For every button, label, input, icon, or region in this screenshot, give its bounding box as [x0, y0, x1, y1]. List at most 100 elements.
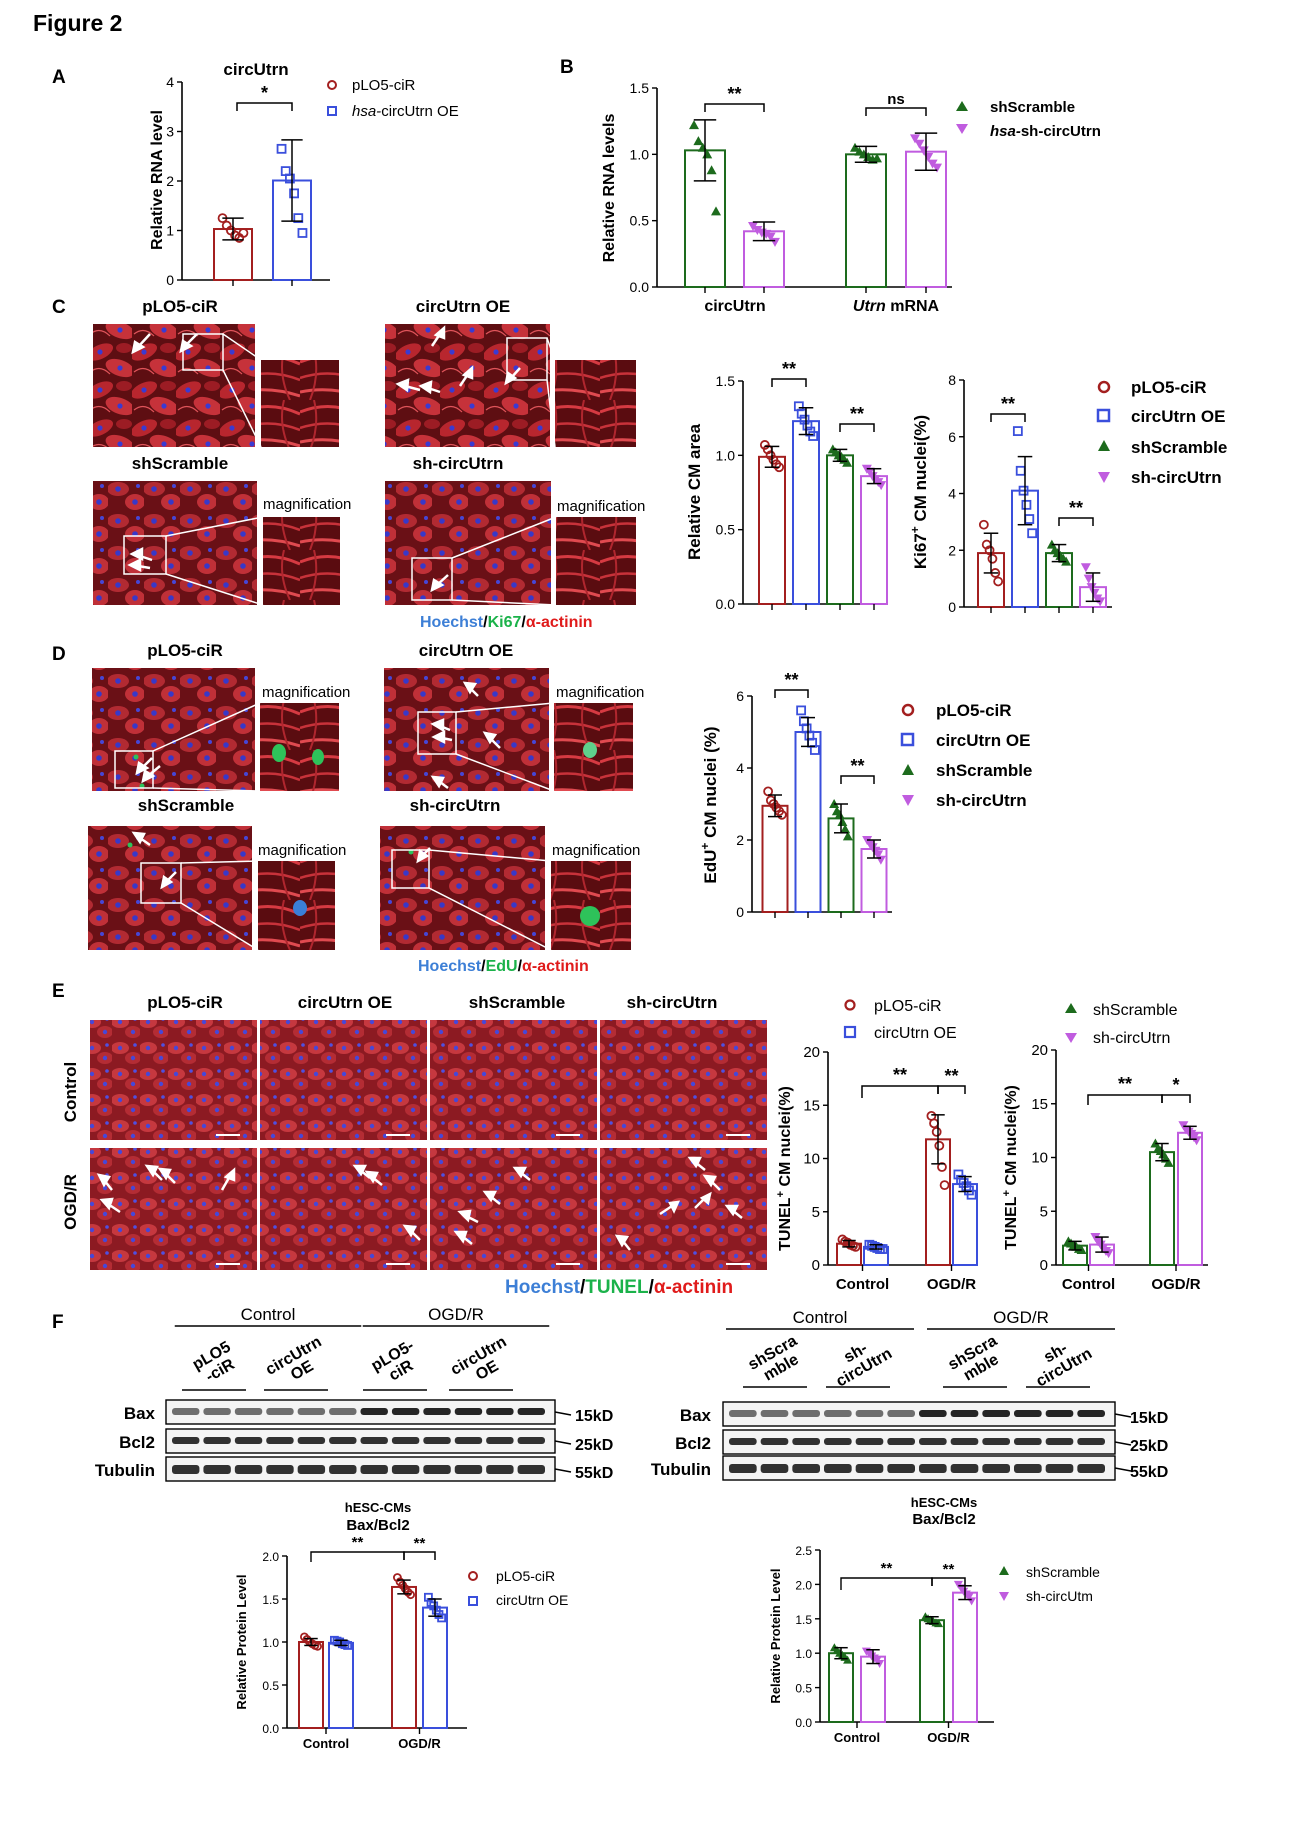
panel-e-legend-right: shScramble sh-circUtrn: [1065, 1002, 1178, 1047]
panel-b-legend: shScramble hsa-sh-circUtrn: [956, 99, 1101, 140]
y-axis-label-part: Ki67: [911, 533, 930, 569]
blot-marker-line: [554, 1440, 572, 1445]
data-point: [238, 228, 249, 238]
y-axis-label-part: Relative Protein Level: [234, 1574, 249, 1709]
magnified-micrograph: [263, 517, 340, 605]
blot-band: [729, 1438, 757, 1445]
significance-bracket: [840, 775, 875, 784]
data-point: [967, 1597, 977, 1606]
bar: [860, 475, 888, 605]
bar: [328, 1641, 354, 1729]
blot-band: [486, 1465, 514, 1474]
panel-letter-e: E: [52, 981, 65, 1002]
significance-label: **: [352, 1534, 364, 1551]
y-axis-label: Relative Protein Level: [768, 1568, 783, 1703]
y-tick-label: 0.5: [716, 522, 736, 538]
blot-band: [423, 1408, 451, 1415]
legend-marker: [901, 703, 915, 717]
column-label: pLO5-ciR: [147, 993, 223, 1012]
significance-label: **: [850, 404, 864, 424]
stain-legend: Hoechst/EdU/α-actinin: [418, 958, 589, 975]
y-axis-label-part: +: [775, 1191, 787, 1198]
data-point: [1021, 499, 1032, 510]
data-point: [752, 225, 763, 235]
blot-band: [297, 1408, 326, 1415]
y-tick-label: 6: [948, 429, 956, 445]
blot-band: [824, 1464, 852, 1473]
significance-label: **: [893, 1065, 907, 1085]
y-tick-label: 4: [166, 74, 174, 90]
blot-band: [297, 1465, 326, 1474]
bar: [391, 1585, 417, 1729]
data-point: [1089, 588, 1100, 598]
data-point: [763, 786, 774, 797]
blot-marker-line: [554, 1411, 572, 1416]
y-tick-label: 2: [166, 173, 174, 189]
bar: [826, 454, 854, 606]
blot-band: [729, 1410, 757, 1417]
blot-marker-line: [1114, 1467, 1132, 1472]
panel-d-legend: pLO5-ciR circUtrn OE shScramble sh-circU…: [900, 701, 1032, 810]
blot-band: [950, 1410, 979, 1417]
significance-label: **: [414, 1535, 426, 1552]
y-tick-label: 0.5: [262, 1679, 279, 1693]
y-axis-label: Relative RNA level: [149, 110, 166, 250]
chart-title: hESC-CMs: [345, 1500, 411, 1515]
blot-lane-label: circUtrnOE: [448, 1333, 518, 1393]
blot-lane-label: shScramble: [945, 1332, 1008, 1388]
stain-legend: Hoechst/TUNEL/α-actinin: [505, 1277, 733, 1298]
significance-bracket: [931, 1577, 966, 1586]
blot-band: [172, 1437, 200, 1444]
legend-marker: [956, 124, 968, 134]
y-tick-label: 1.0: [262, 1636, 279, 1650]
blot-lane-label: pLO5-ciR: [190, 1338, 243, 1388]
panel-f-legend-left: pLO5-ciR circUtrn OE: [468, 1568, 568, 1608]
blot-band: [919, 1464, 947, 1473]
y-axis-label-part: CM nuclei(%): [777, 1086, 794, 1191]
data-point: [1083, 574, 1094, 584]
y-tick-label: 4: [948, 486, 956, 502]
stain-legend: Hoechst/Ki67/α-actinin: [420, 614, 593, 631]
x-axis-label: OGD/R: [927, 1730, 970, 1745]
significance-label: *: [1172, 1075, 1179, 1095]
y-axis-label-part: TUNEL: [777, 1197, 794, 1251]
blot-band: [1014, 1410, 1042, 1417]
blot-band: [517, 1465, 545, 1474]
blot-band: [982, 1438, 1010, 1445]
significance-bracket: [704, 103, 765, 112]
y-tick-label: 2: [736, 832, 744, 848]
blot-band: [391, 1437, 420, 1444]
y-axis-label-part: Relative Protein Level: [768, 1568, 783, 1703]
blot-band: [297, 1437, 326, 1444]
y-tick-label: 2.0: [262, 1550, 279, 1564]
data-point: [953, 1169, 964, 1180]
data-point: [693, 136, 704, 146]
blot-group-label: Control: [241, 1305, 296, 1324]
blot-band: [1077, 1464, 1105, 1473]
significance-label: **: [943, 1561, 955, 1578]
y-axis-label-part: +: [908, 526, 922, 533]
blot-band: [792, 1410, 820, 1417]
y-tick-label: 6: [736, 688, 744, 704]
data-point: [873, 850, 884, 860]
blot-band: [855, 1438, 884, 1445]
data-point: [837, 817, 848, 826]
x-axis-label: OGD/R: [398, 1736, 441, 1751]
y-tick-label: 2.5: [795, 1544, 812, 1558]
legend-marker: [956, 101, 968, 111]
column-label: sh-circUtrn: [627, 993, 718, 1012]
column-label: shScramble: [469, 993, 565, 1012]
panel-f-western-blot-right: Control OGD/R shScramble sh-circUtrn shScram…: [651, 1308, 1168, 1481]
significance-bracket: [865, 107, 927, 116]
data-point: [834, 809, 845, 819]
magnification-label: magnification: [557, 498, 645, 515]
blot-row-label: Tubulin: [651, 1460, 711, 1479]
blot-band: [203, 1437, 231, 1444]
legend-marker: [1096, 408, 1111, 423]
micrograph: [384, 668, 549, 791]
data-point: [934, 1140, 945, 1151]
blot-band: [824, 1410, 852, 1417]
y-tick-label: 0.5: [795, 1682, 812, 1696]
